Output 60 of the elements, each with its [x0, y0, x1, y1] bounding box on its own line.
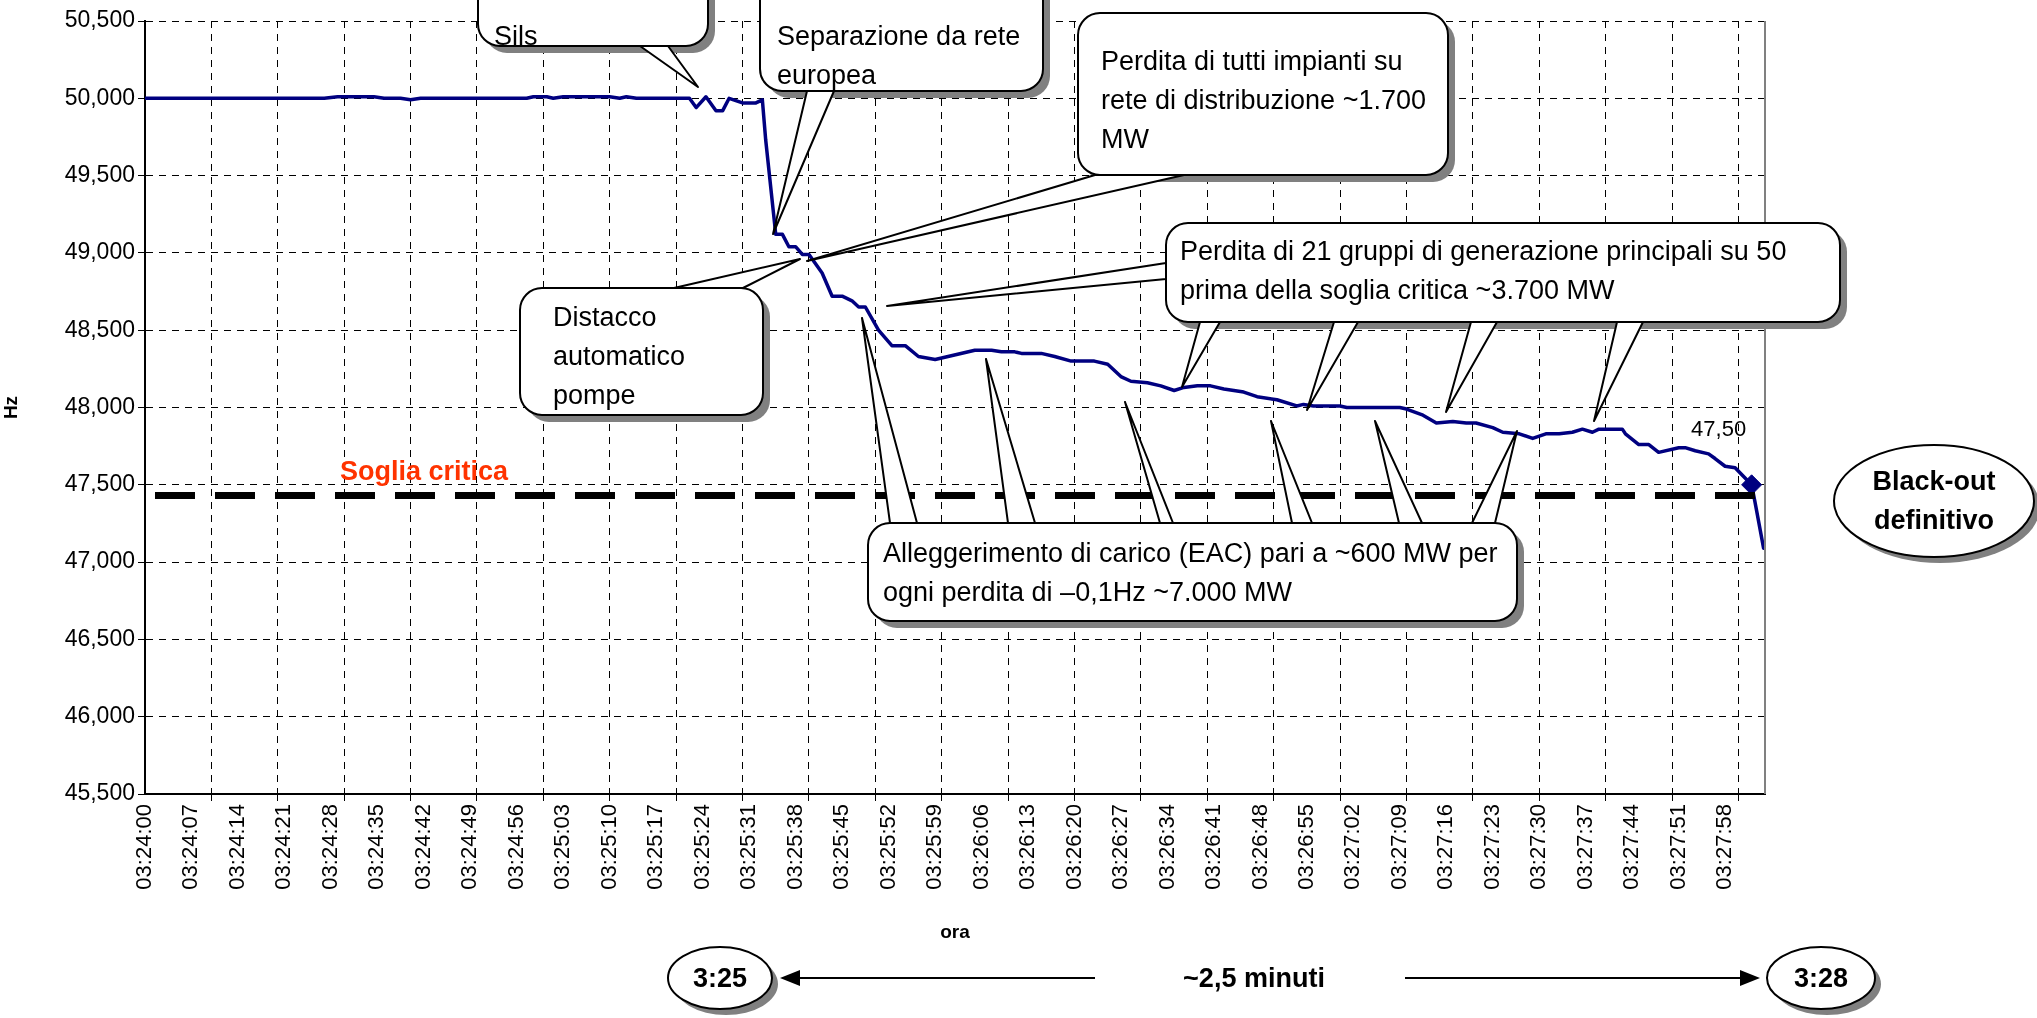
x-tick-label: 03:25:03: [549, 804, 575, 890]
x-tick-label: 03:25:24: [688, 804, 714, 890]
x-tick-label: 03:24:42: [409, 804, 435, 890]
x-tick-label: 03:26:48: [1246, 804, 1272, 890]
x-tick-label: 03:25:10: [595, 804, 621, 890]
x-tick-label: 03:26:20: [1060, 804, 1086, 890]
x-tick-label: 03:26:13: [1013, 804, 1039, 890]
x-tick-label: 03:27:58: [1711, 804, 1737, 890]
x-tick-label: 03:24:56: [502, 804, 528, 890]
y-tick-label: 48,000: [64, 392, 135, 419]
y-tick-label: 50,500: [64, 6, 135, 33]
annotation: Distacco automatico pompe: [553, 301, 687, 412]
x-tick-label: 03:26:55: [1292, 804, 1318, 890]
x-tick-label: 03:25:38: [781, 804, 807, 890]
y-tick-label: 45,500: [64, 779, 135, 806]
y-tick-label: 48,500: [64, 315, 135, 342]
x-tick-label: 03:27:09: [1385, 804, 1411, 890]
y-axis-title: Hz: [0, 395, 21, 420]
y-tick-label: 47,000: [64, 547, 135, 574]
x-tick-label: 03:25:59: [921, 804, 947, 890]
x-tick-label: 03:27:02: [1339, 804, 1365, 890]
x-tick-label: 03:25:17: [642, 804, 668, 890]
x-tick-label: 03:25:31: [735, 804, 761, 890]
annotation: Alleggerimento di carico (EAC) pari a ~600 MW per ogni perdita di –0,1Hz ~7.000 MW: [883, 537, 1499, 609]
x-axis-title: ora: [940, 920, 971, 942]
x-tick-label: 03:24:07: [177, 804, 203, 890]
x-tick-label: 03:26:34: [1153, 804, 1179, 890]
x-tick-label: 03:24:21: [270, 804, 296, 890]
annotation: Perdita di 21 gruppi di generazione principali su 50 prima della soglia critica ~3.700 MW: [1180, 235, 1788, 307]
text: ~2,5 minuti: [1182, 962, 1326, 994]
annotation: Sils: [494, 20, 539, 53]
text: 3:25: [691, 962, 748, 994]
annotation: Separazione da rete europea: [777, 20, 1022, 92]
x-tick-label: 03:26:41: [1199, 804, 1225, 890]
ref-line-label: Soglia critica: [340, 455, 510, 486]
y-tick-label: 49,000: [64, 238, 135, 265]
x-tick-label: 03:25:45: [828, 804, 854, 890]
x-tick-label: 03:24:35: [363, 804, 389, 890]
x-tick-label: 03:27:51: [1664, 804, 1690, 890]
y-tick-label: 49,500: [64, 160, 135, 187]
text: 3:28: [1792, 962, 1849, 994]
x-tick-label: 03:27:44: [1618, 804, 1644, 890]
y-tick-label: 46,500: [64, 624, 135, 651]
y-tick-label: 50,000: [64, 83, 135, 110]
x-tick-label: 03:24:00: [131, 804, 157, 890]
x-tick-label: 03:27:23: [1478, 804, 1504, 890]
text: Black-out definitivo: [1871, 465, 1997, 537]
y-tick-label: 46,000: [64, 702, 135, 729]
x-tick-label: 03:27:16: [1432, 804, 1458, 890]
x-tick-label: 03:24:14: [224, 804, 250, 890]
annotation: Perdita di tutti impianti su rete di distribuzione ~1.700 MW: [1101, 45, 1427, 156]
x-tick-label: 03:27:30: [1525, 804, 1551, 890]
x-tick-label: 03:25:52: [874, 804, 900, 890]
x-tick-label: 03:26:27: [1106, 804, 1132, 890]
x-tick-label: 03:27:37: [1571, 804, 1597, 890]
x-tick-label: 03:24:28: [317, 804, 343, 890]
x-tick-label: 03:26:06: [967, 804, 993, 890]
annotation: 47,50: [1691, 415, 1747, 441]
x-tick-label: 03:24:49: [456, 804, 482, 890]
y-tick-label: 47,500: [64, 470, 135, 497]
